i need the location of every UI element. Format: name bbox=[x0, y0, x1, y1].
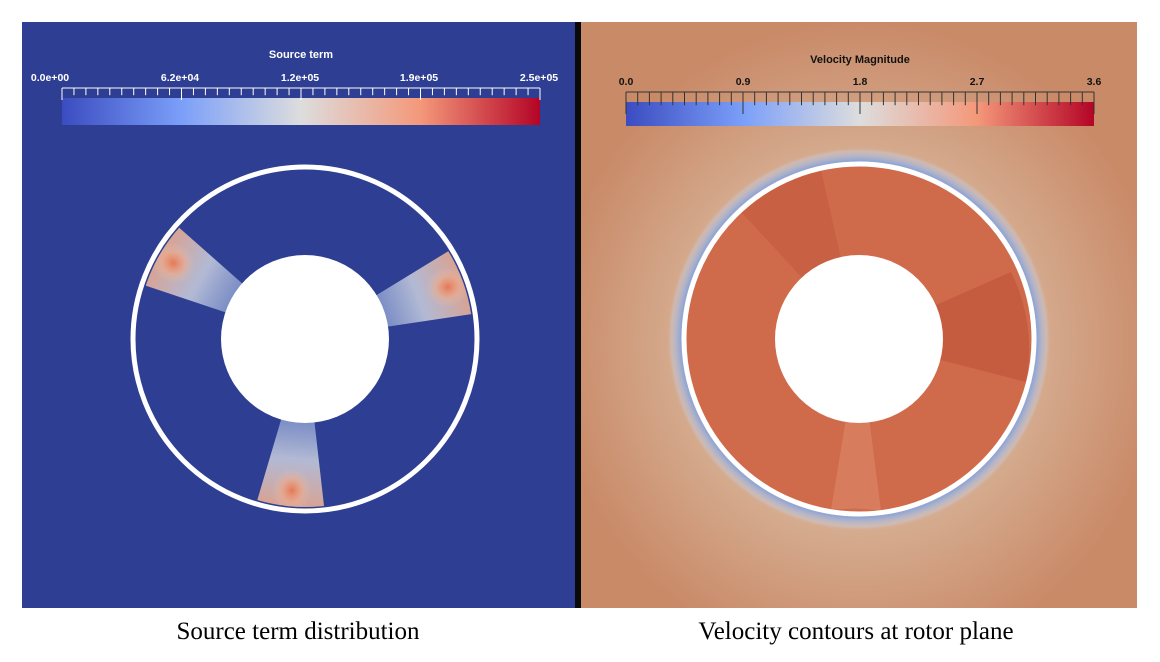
colorbar bbox=[62, 98, 540, 125]
tick-label: 0.0e+00 bbox=[30, 72, 70, 84]
velocity-panel: Velocity Magnitude 0.0 0.9 1.8 2.7 3.6 bbox=[581, 22, 1137, 608]
tick-label: 0.0 bbox=[618, 76, 634, 88]
source-term-panel: Source term 0.0e+00 6.2e+04 1.2e+05 1.9e… bbox=[22, 22, 575, 608]
tick-label: 1.2e+05 bbox=[280, 72, 320, 84]
rotor-hub bbox=[775, 255, 943, 423]
colorbar-ticks bbox=[61, 87, 541, 100]
tick-label: 1.9e+05 bbox=[399, 72, 439, 84]
tick-label: 3.6 bbox=[1086, 76, 1102, 88]
rotor-outer-ring bbox=[681, 161, 1037, 517]
tick-label: 1.8 bbox=[852, 76, 868, 88]
tick-label: 6.2e+04 bbox=[160, 72, 200, 84]
rotor-outer-ring bbox=[130, 164, 480, 514]
rotor-hub bbox=[221, 255, 389, 423]
panel-divider bbox=[575, 22, 581, 608]
tick-label: 2.7 bbox=[969, 76, 985, 88]
source-term-plot bbox=[61, 87, 541, 514]
colorbar-ticks bbox=[625, 91, 1095, 114]
velocity-contour-plot bbox=[581, 22, 1137, 608]
tick-label: 0.9 bbox=[735, 76, 751, 88]
velocity-caption: Velocity contours at rotor plane bbox=[698, 618, 1014, 645]
colorbar-title: Source term bbox=[268, 49, 334, 61]
tick-label: 2.5e+05 bbox=[519, 72, 559, 84]
colorbar-title: Velocity Magnitude bbox=[810, 54, 910, 66]
source-term-caption: Source term distribution bbox=[176, 618, 420, 645]
